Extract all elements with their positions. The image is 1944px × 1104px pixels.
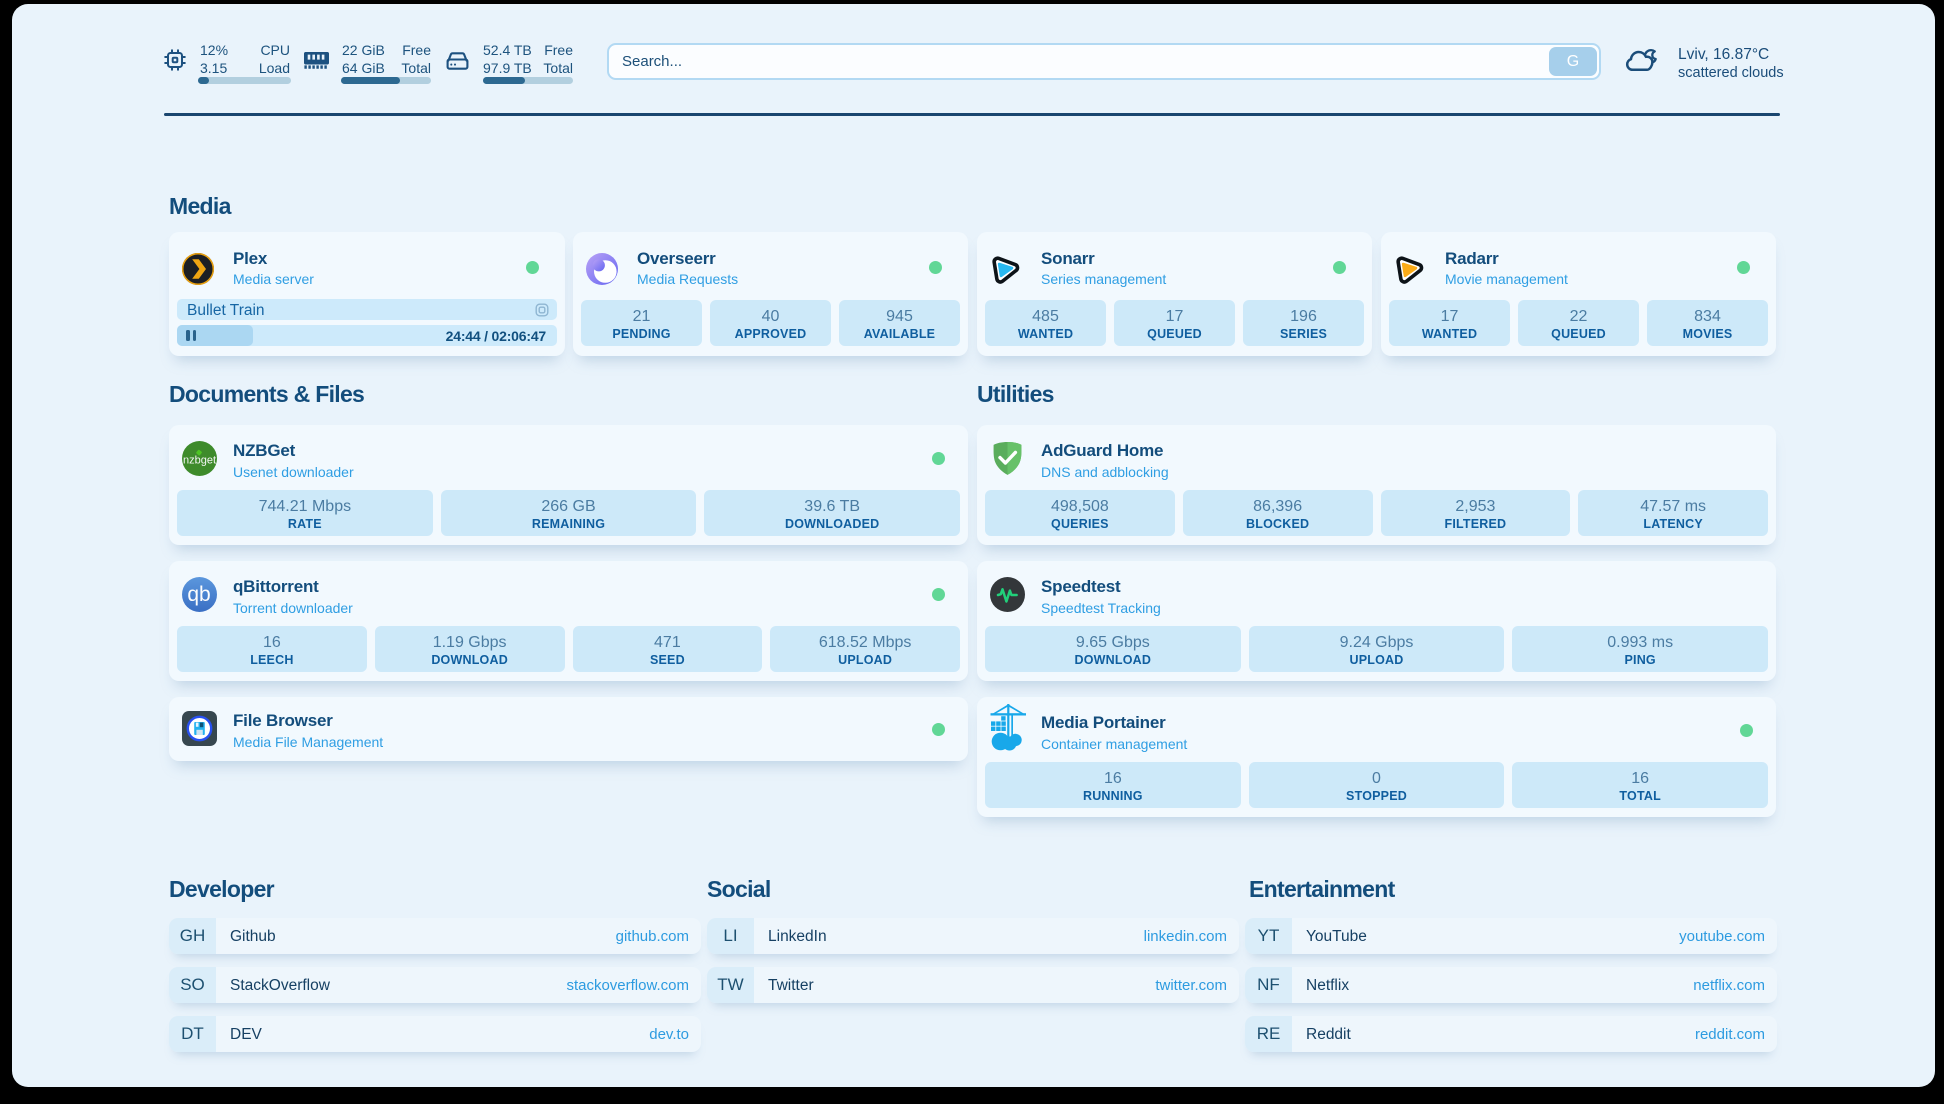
svg-text:qb: qb (187, 583, 210, 606)
svg-text:nzbget: nzbget (183, 455, 216, 467)
